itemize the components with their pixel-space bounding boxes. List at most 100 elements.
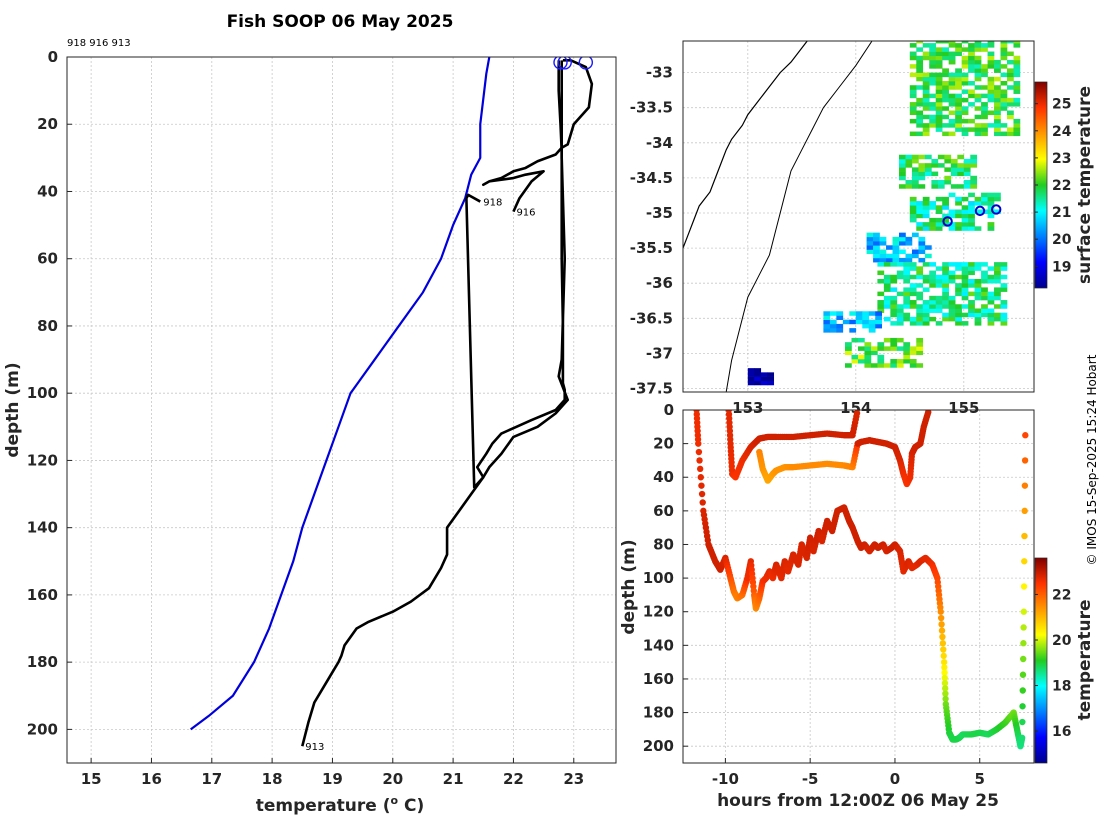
profile-axes-frame — [66, 56, 617, 764]
sst-pixel — [981, 72, 988, 78]
sst-pixel — [948, 316, 956, 322]
sst-pixel — [922, 93, 930, 99]
sst-pixel — [916, 283, 924, 288]
sst-pixel — [968, 192, 975, 198]
sst-pixel — [883, 346, 891, 351]
sst-pixel — [747, 368, 755, 373]
sst-pixel — [916, 47, 924, 52]
cast-line-913 — [301, 60, 570, 747]
sst-pixel — [942, 287, 949, 292]
sst-pixel — [862, 315, 870, 320]
sst-pixel — [961, 97, 969, 103]
sst-pixel — [877, 304, 885, 309]
sst-pixel — [929, 106, 937, 111]
sst-pixel — [931, 158, 939, 164]
sst-pixel — [916, 131, 924, 137]
profile-xtick-label: 15 — [81, 770, 102, 788]
sst-pixel — [1000, 316, 1008, 322]
sst-pixel — [903, 312, 911, 318]
sst-pixel — [922, 262, 930, 267]
sst-pixel — [903, 316, 911, 322]
sst-pixel — [905, 158, 913, 164]
sst-pixel — [922, 213, 930, 219]
sst-pixel — [974, 287, 982, 292]
sst-pixel — [974, 43, 982, 48]
sst-pixel — [767, 380, 775, 386]
sst-pixel — [950, 163, 958, 168]
sst-pixel — [929, 76, 937, 82]
sst-pixel — [1000, 304, 1008, 309]
sst-pixel — [1000, 262, 1008, 267]
sst-pixel — [981, 106, 988, 111]
sst-pixel — [935, 72, 943, 78]
sst-pixel — [955, 102, 962, 107]
section-ytick-label: 100 — [643, 569, 674, 587]
sst-pixel — [961, 47, 969, 52]
sst-pixel — [955, 110, 962, 116]
sst-pixel — [961, 226, 969, 231]
sst-pixel — [909, 287, 917, 292]
sst-pixel — [1013, 89, 1021, 94]
sst-pixel — [974, 321, 982, 326]
sst-pixel — [922, 76, 930, 82]
sst-pixel — [935, 51, 943, 57]
sst-pixel — [981, 93, 988, 99]
sst-pixel — [948, 118, 956, 124]
sst-pixel — [754, 376, 762, 382]
sst-pixel — [961, 72, 969, 78]
sst-pixel — [905, 236, 913, 242]
sst-pixel — [961, 110, 969, 116]
sst-pixel — [916, 270, 924, 276]
sst-pixel — [981, 114, 988, 120]
sst-pixel — [961, 321, 969, 326]
sst-pixel — [948, 51, 956, 57]
sst-pixel — [916, 266, 924, 271]
sst-pixel — [909, 118, 917, 124]
sst-pixel — [929, 114, 937, 120]
sst-pixel — [937, 154, 945, 160]
sst-pixel — [961, 283, 969, 288]
sst-pixel — [890, 321, 898, 326]
sst-pixel — [1013, 131, 1021, 137]
map-ticks: -33 -33.5 -34 -34.5 -35 -35.5 -36 -36.5 -37 -37.5… — [630, 64, 980, 417]
sst-pixel — [968, 278, 975, 284]
sst-pixel — [909, 304, 917, 309]
profile-xtick-label: 16 — [141, 770, 162, 788]
sst-pixel — [909, 102, 917, 107]
sst-pixel — [948, 312, 956, 318]
sst-pixel — [942, 123, 949, 128]
profile-ticks: 15 16 17 18 19 20 21 22 23 0 20 40 60 80 100 120 140 160 1… — [27, 48, 585, 788]
sst-pixel — [994, 114, 1001, 120]
sst-pixel — [955, 266, 962, 271]
sst-pixel — [994, 76, 1001, 82]
sst-pixel — [909, 266, 917, 271]
sst-pixel — [922, 81, 930, 86]
sst-pixel — [890, 363, 898, 368]
chart-title: Fish SOOP 06 May 2025 — [227, 12, 454, 32]
temp-cb-ticklabel: 18 — [1052, 679, 1071, 695]
sst-pixel — [916, 363, 924, 368]
sst-pixel — [883, 337, 891, 343]
sst-pixel — [1013, 64, 1021, 69]
sst-pixel — [955, 316, 962, 322]
sst-pixel — [896, 270, 904, 276]
section-point — [938, 621, 945, 628]
sst-pixel — [909, 93, 917, 99]
sst-pixel — [948, 59, 956, 65]
sst-pixel — [916, 308, 924, 313]
sst-pixel — [868, 323, 876, 329]
profile-ytick-label: 140 — [27, 519, 58, 537]
credit-text: © IMOS 15-Sep-2025 15:24 Hobart — [1085, 354, 1099, 565]
sst-pixel — [942, 106, 949, 111]
sst-pixel — [935, 106, 943, 111]
sst-pixel — [929, 295, 937, 301]
cast-label-918: 918 — [483, 198, 502, 209]
sst-pixel — [942, 300, 949, 305]
sst-pixel — [935, 64, 943, 69]
section-point — [1020, 640, 1027, 647]
sst-pixel — [955, 222, 962, 227]
sst-pixel — [961, 76, 969, 82]
sst-cb-ticklabel: 20 — [1052, 232, 1072, 248]
sst-pixel — [866, 232, 874, 238]
sst-pixel — [924, 171, 932, 177]
